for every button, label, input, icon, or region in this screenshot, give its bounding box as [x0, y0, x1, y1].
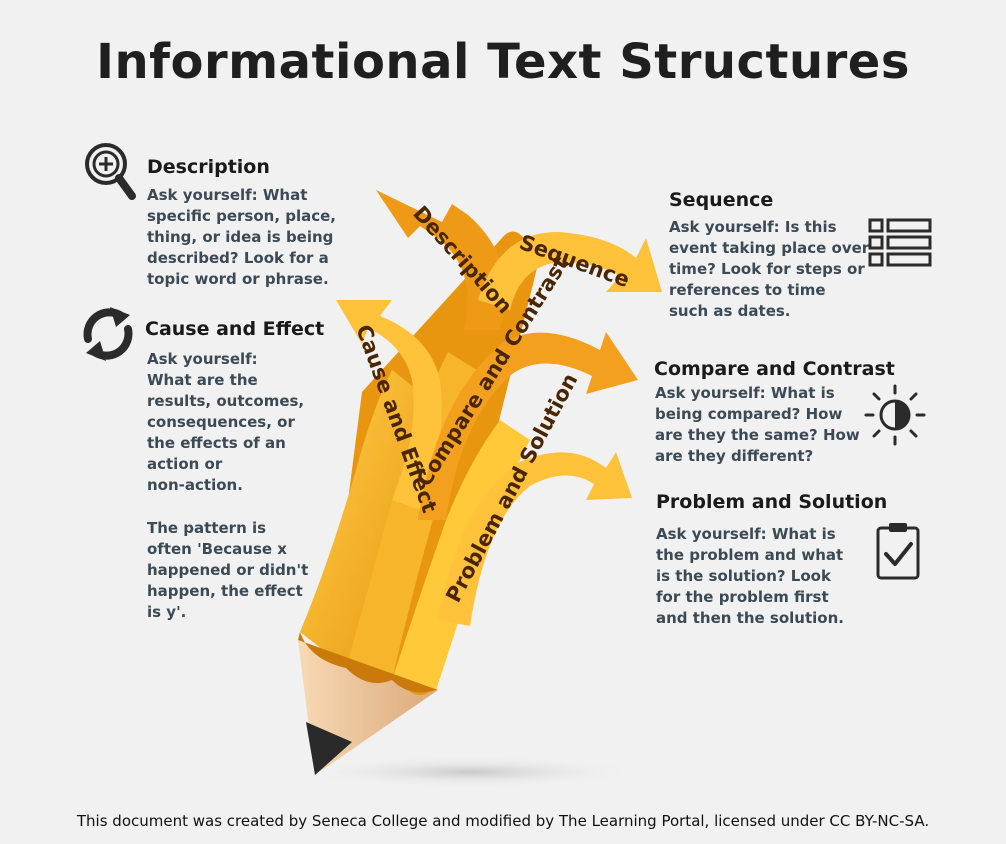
- pattern-line: happen, the effect: [147, 582, 303, 600]
- cause-effect-line: What are the: [147, 371, 258, 389]
- sequence-line: time? Look for steps or: [669, 260, 865, 278]
- cause-effect-line: non-action.: [147, 476, 243, 494]
- compare-contrast-line: are they different?: [655, 447, 814, 465]
- ground-shadow: [300, 756, 640, 788]
- problem-solution-line: Ask yourself: What is: [656, 525, 836, 543]
- description-line: topic word or phrase.: [147, 270, 329, 288]
- sequence-line: references to time: [669, 281, 826, 299]
- clipboard-check-icon: [876, 523, 920, 580]
- cause-effect-line: Ask yourself:: [147, 350, 258, 368]
- problem-solution-line: for the problem first: [656, 588, 829, 606]
- problem-solution-line: and then the solution.: [656, 609, 844, 627]
- description-text: Ask yourself: What specific person, plac…: [147, 185, 336, 290]
- problem-solution-text: Ask yourself: What is the problem and wh…: [656, 524, 844, 629]
- cause-effect-text: Ask yourself: What are the results, outc…: [147, 349, 304, 496]
- compare-contrast-line: being compared? How: [655, 405, 843, 423]
- cause-effect-heading: Cause and Effect: [145, 318, 325, 340]
- problem-solution-heading: Problem and Solution: [656, 491, 888, 513]
- problem-solution-line: the problem and what: [656, 546, 844, 564]
- description-line: specific person, place,: [147, 207, 337, 225]
- sequence-line: Ask yourself: Is this: [669, 218, 837, 236]
- problem-solution-line: is the solution? Look: [656, 567, 831, 585]
- description-line: Ask yourself: What: [147, 186, 308, 204]
- page-title: Informational Text Structures: [96, 34, 910, 90]
- pattern-line: happened or didn't: [147, 561, 309, 579]
- list-icon: [868, 218, 932, 267]
- cause-effect-line: results, outcomes,: [147, 392, 305, 410]
- description-heading: Description: [147, 156, 270, 178]
- sequence-line: such as dates.: [669, 302, 791, 320]
- compare-contrast-text: Ask yourself: What is being compared? Ho…: [655, 383, 860, 467]
- half-sun-icon: [864, 384, 926, 446]
- problem-solution-arrow: [438, 452, 632, 626]
- cause-effect-line: the effects of an: [147, 434, 286, 452]
- cycle-arrows-icon: [83, 307, 133, 361]
- description-arrow: [376, 190, 506, 330]
- pattern-line: The pattern is: [147, 519, 267, 537]
- cause-effect-arrow: [336, 300, 442, 510]
- compare-contrast-line: Ask yourself: What is: [655, 384, 835, 402]
- pencil-tip: [298, 640, 438, 775]
- cause-effect-line: consequences, or: [147, 413, 295, 431]
- cause-effect-line: action or: [147, 455, 223, 473]
- sequence-text: Ask yourself: Is this event taking place…: [669, 217, 869, 322]
- pattern-line: is y'.: [147, 603, 187, 621]
- compare-contrast-arrow: [418, 332, 638, 520]
- pattern-line: often 'Because x: [147, 540, 287, 558]
- sequence-arrow: [478, 231, 662, 310]
- cause-effect-pattern-text: The pattern is often 'Because x happened…: [147, 518, 308, 623]
- description-line: thing, or idea is being: [147, 228, 334, 246]
- compare-contrast-line: are they the same? How: [655, 426, 860, 444]
- sequence-heading: Sequence: [669, 189, 774, 211]
- compare-contrast-heading: Compare and Contrast: [654, 358, 895, 380]
- sequence-line: event taking place over: [669, 239, 870, 257]
- magnifier-plus-icon: [85, 143, 136, 200]
- description-line: described? Look for a: [147, 249, 329, 267]
- footer-license: This document was created by Seneca Coll…: [76, 812, 930, 830]
